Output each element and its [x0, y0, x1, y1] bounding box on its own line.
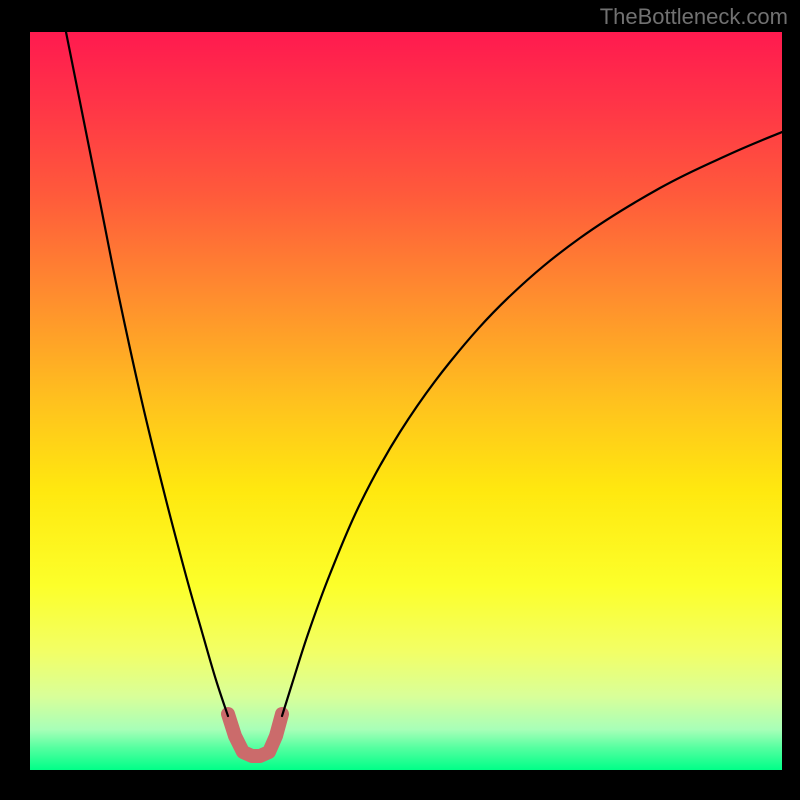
- chart-frame: TheBottleneck.com: [0, 0, 800, 800]
- bottleneck-chart: [30, 32, 782, 770]
- watermark-text: TheBottleneck.com: [600, 4, 788, 30]
